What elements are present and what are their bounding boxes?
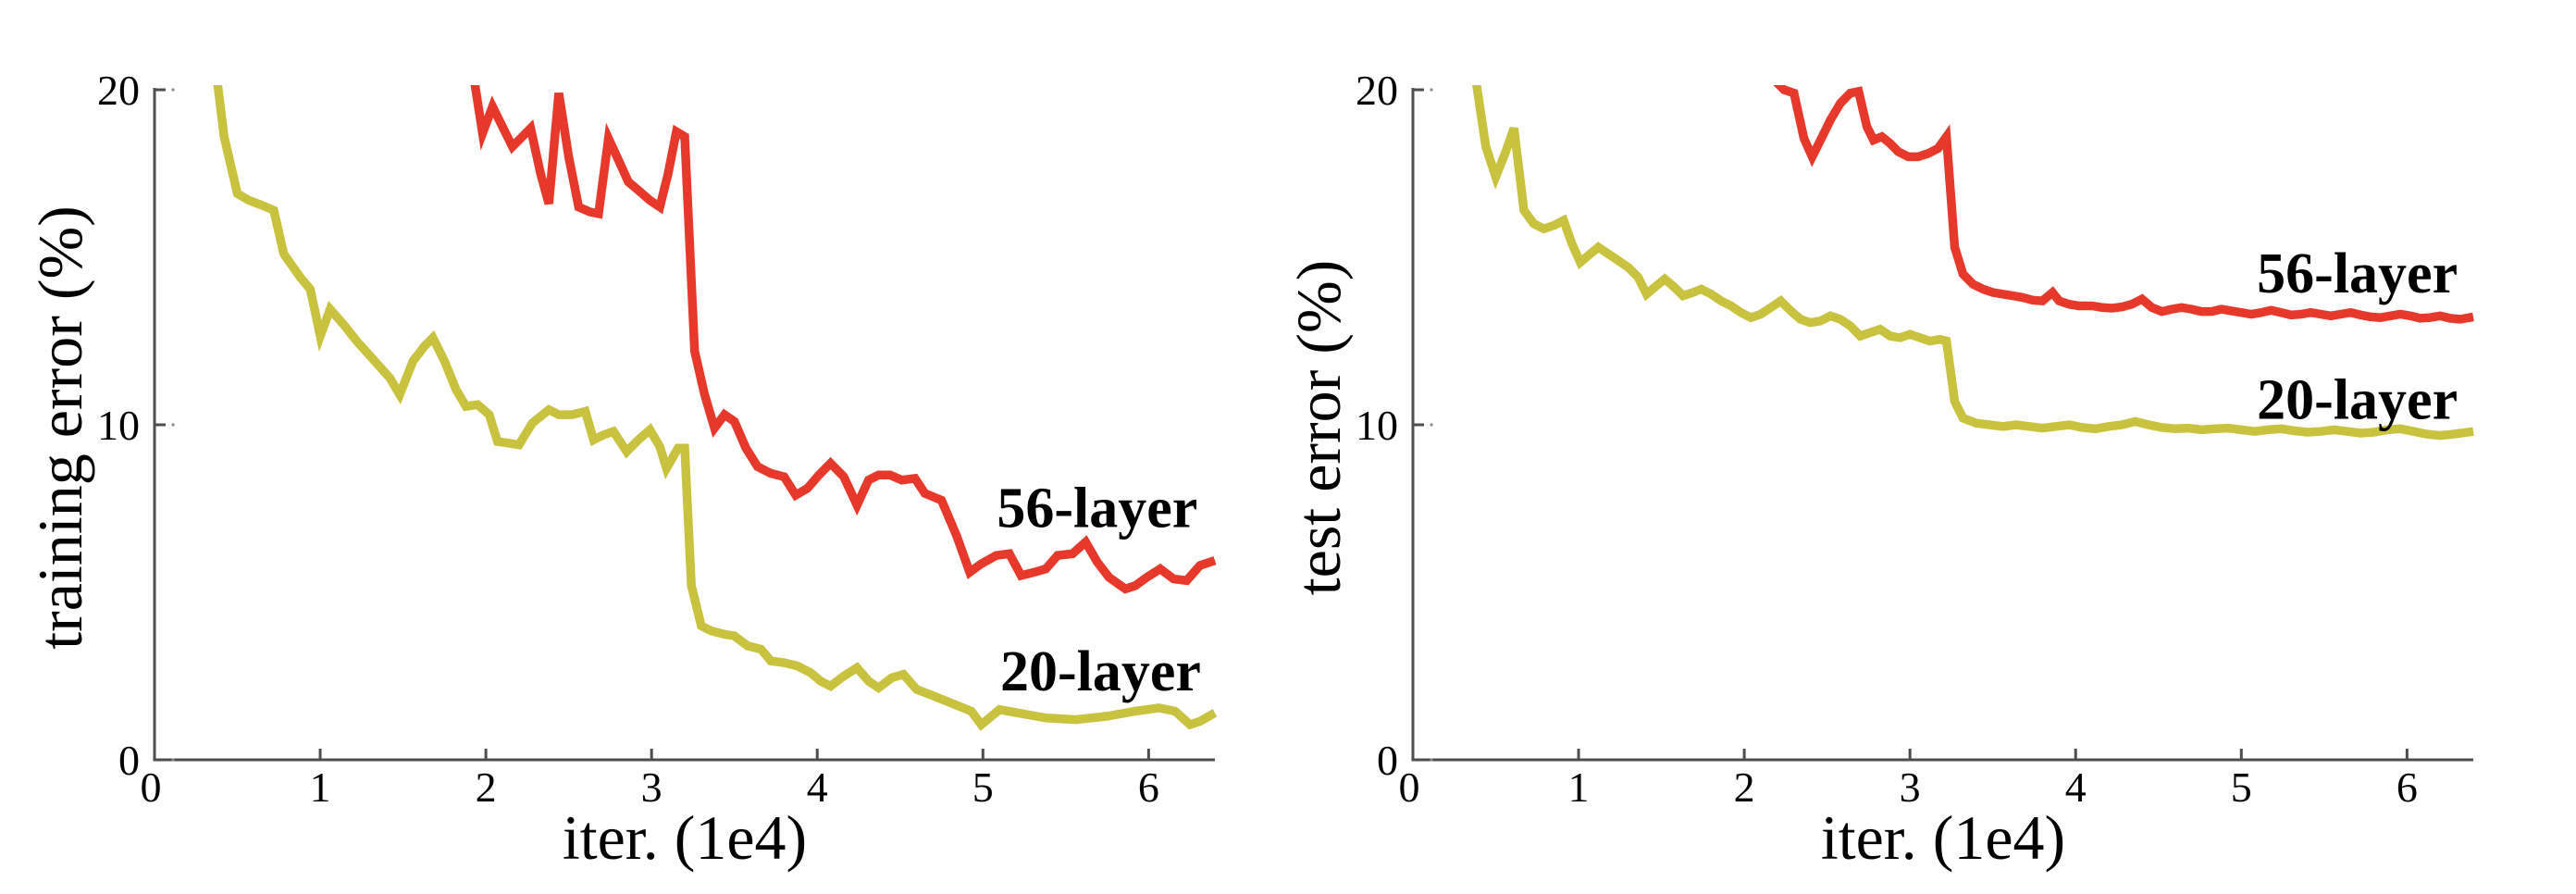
series-line-20-layer	[1472, 85, 2474, 441]
x-tick-label: 2	[476, 764, 497, 811]
x-axis-label: iter. (1e4)	[1821, 802, 2065, 873]
y-tick-dot	[1430, 423, 1433, 427]
x-tick-label: 4	[807, 764, 828, 811]
x-tick-label: 0	[141, 764, 162, 811]
y-tick-label: 10	[1356, 402, 1398, 449]
y-tick-dot	[1430, 88, 1433, 92]
series-line-56-layer	[470, 85, 1217, 594]
x-tick-label: 6	[1138, 764, 1159, 811]
x-tick-label: 5	[2231, 764, 2252, 811]
x-tick-label: 1	[310, 764, 331, 811]
annotation-20-layer: 20-layer	[1000, 640, 1201, 703]
y-tick-label: 10	[97, 402, 140, 449]
y-tick-dot	[171, 758, 175, 762]
y-axis-label: training error (%)	[25, 205, 95, 650]
x-tick-label: 4	[2065, 764, 2087, 811]
y-tick-dot	[1430, 758, 1433, 762]
training-error-plot: training error (%) iter. (1e4) 0 1 2 3 4 5 6 0 1…	[25, 67, 1218, 873]
annotation-56-layer: 56-layer	[2257, 242, 2458, 305]
annotation-20-layer: 20-layer	[2257, 368, 2458, 431]
annotation-56-layer: 56-layer	[997, 477, 1197, 540]
series-line-20-layer	[213, 85, 1218, 731]
x-tick-label: 0	[1399, 764, 1420, 811]
y-tick-label: 20	[1356, 67, 1398, 114]
y-tick-label: 0	[1377, 737, 1398, 784]
x-axis-label: iter. (1e4)	[563, 802, 807, 873]
y-axis-label: test error (%)	[1283, 260, 1354, 595]
x-tick-label: 3	[1900, 764, 1921, 811]
y-tick-dot	[171, 423, 175, 427]
x-tick-label: 1	[1568, 764, 1590, 811]
x-tick-label: 2	[1734, 764, 1755, 811]
y-tick-dot	[171, 88, 175, 92]
x-tick-label: 3	[641, 764, 663, 811]
y-tick-label: 0	[118, 737, 140, 784]
series-line-56-layer	[1773, 85, 2474, 324]
x-tick-label: 5	[972, 764, 994, 811]
y-tick-label: 20	[97, 67, 140, 114]
test-error-plot: test error (%) iter. (1e4) 0 1 2 3 4 5 6 0 10 20 5…	[1283, 67, 2474, 873]
x-tick-label: 6	[2396, 764, 2418, 811]
